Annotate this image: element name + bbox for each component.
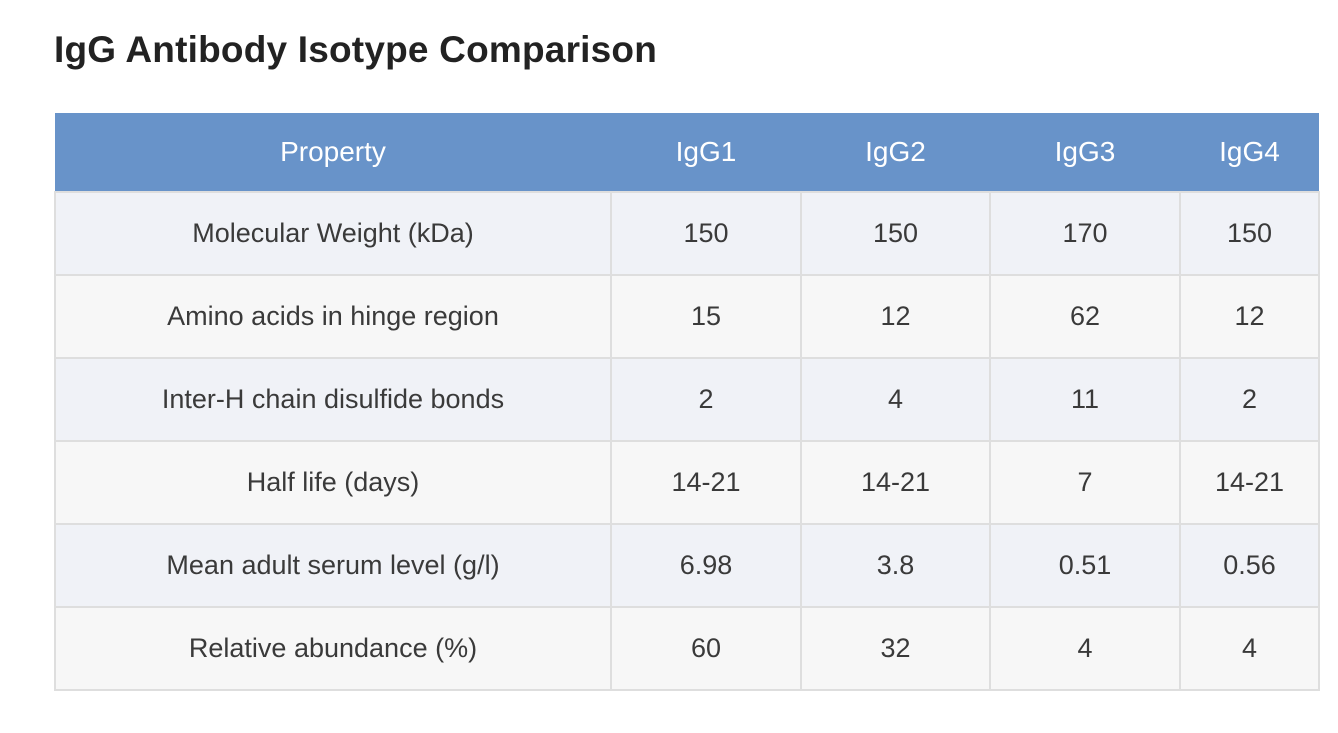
value-cell-igg1: 2 — [610, 357, 802, 442]
property-cell: Relative abundance (%) — [54, 606, 612, 691]
value-cell-igg1: 14-21 — [610, 440, 802, 525]
column-header-igg1: IgG1 — [611, 113, 801, 192]
header-row: Property IgG1 IgG2 IgG3 IgG4 — [55, 113, 1319, 192]
value-cell-igg1: 15 — [610, 274, 802, 359]
table-row: Molecular Weight (kDa) 150 150 170 150 — [54, 191, 1320, 276]
property-cell: Mean adult serum level (g/l) — [54, 523, 612, 608]
property-cell: Molecular Weight (kDa) — [54, 191, 612, 276]
value-cell-igg1: 6.98 — [610, 523, 802, 608]
value-cell-igg2: 14-21 — [800, 440, 991, 525]
isotype-comparison-table: Property IgG1 IgG2 IgG3 IgG4 Molecular W… — [54, 113, 1320, 691]
column-header-property: Property — [55, 113, 611, 192]
value-cell-igg3: 0.51 — [989, 523, 1181, 608]
property-cell: Amino acids in hinge region — [54, 274, 612, 359]
table-row: Half life (days) 14-21 14-21 7 14-21 — [54, 440, 1320, 525]
value-cell-igg2: 4 — [800, 357, 991, 442]
property-cell: Inter-H chain disulfide bonds — [54, 357, 612, 442]
value-cell-igg2: 32 — [800, 606, 991, 691]
value-cell-igg3: 11 — [989, 357, 1181, 442]
value-cell-igg4: 0.56 — [1179, 523, 1320, 608]
property-cell: Half life (days) — [54, 440, 612, 525]
table-row: Relative abundance (%) 60 32 4 4 — [54, 606, 1320, 691]
table-row: Mean adult serum level (g/l) 6.98 3.8 0.… — [54, 523, 1320, 608]
value-cell-igg4: 2 — [1179, 357, 1320, 442]
value-cell-igg2: 12 — [800, 274, 991, 359]
value-cell-igg4: 12 — [1179, 274, 1320, 359]
value-cell-igg3: 170 — [989, 191, 1181, 276]
value-cell-igg3: 62 — [989, 274, 1181, 359]
column-header-igg2: IgG2 — [801, 113, 990, 192]
value-cell-igg1: 60 — [610, 606, 802, 691]
page-title: IgG Antibody Isotype Comparison — [54, 29, 658, 70]
value-cell-igg4: 150 — [1179, 191, 1320, 276]
value-cell-igg4: 14-21 — [1179, 440, 1320, 525]
value-cell-igg4: 4 — [1179, 606, 1320, 691]
column-header-igg4: IgG4 — [1180, 113, 1319, 192]
table-row: Inter-H chain disulfide bonds 2 4 11 2 — [54, 357, 1320, 442]
value-cell-igg2: 150 — [800, 191, 991, 276]
value-cell-igg2: 3.8 — [800, 523, 991, 608]
column-header-igg3: IgG3 — [990, 113, 1180, 192]
table-body: Molecular Weight (kDa) 150 150 170 150 A… — [54, 191, 1320, 691]
value-cell-igg3: 7 — [989, 440, 1181, 525]
table-row: Amino acids in hinge region 15 12 62 12 — [54, 274, 1320, 359]
table-header: Property IgG1 IgG2 IgG3 IgG4 — [55, 113, 1319, 192]
value-cell-igg3: 4 — [989, 606, 1181, 691]
value-cell-igg1: 150 — [610, 191, 802, 276]
